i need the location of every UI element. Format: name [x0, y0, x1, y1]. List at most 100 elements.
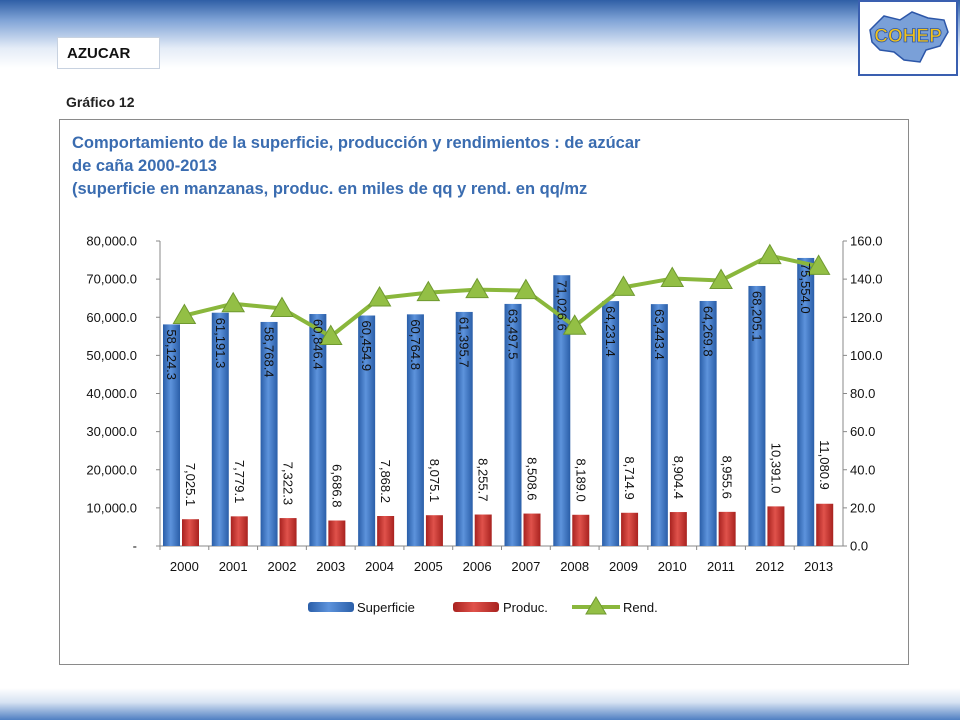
y-left-tick-label: 80,000.0 [86, 234, 137, 249]
bar-superficie [553, 275, 571, 546]
x-tick-label: 2004 [365, 559, 394, 574]
data-label-produc: 8,189.0 [573, 458, 588, 501]
y-right-tick-label: 100.0 [850, 348, 883, 363]
y-left-tick-label: 20,000.0 [86, 462, 137, 477]
x-tick-label: 2011 [707, 559, 735, 574]
bar-superficie [504, 303, 522, 546]
chart-title: Comportamiento de la superficie, producc… [72, 132, 772, 201]
bar-produc [816, 503, 834, 546]
x-tick-label: 2008 [560, 559, 589, 574]
bar-superficie [455, 311, 473, 546]
data-label-produc: 7,868.2 [378, 460, 393, 503]
legend-swatch-produc [453, 602, 499, 612]
chart-frame [59, 119, 909, 665]
marker-rend [416, 280, 441, 302]
data-label-produc: 10,391.0 [768, 443, 783, 494]
bar-superficie [260, 321, 278, 546]
x-tick-label: 2003 [316, 559, 345, 574]
chart-title-line-1: Comportamiento de la superficie, producc… [72, 134, 641, 152]
x-tick-label: 2009 [609, 559, 638, 574]
bar-produc [523, 513, 541, 546]
marker-rend [611, 275, 636, 296]
data-label-produc: 7,779.1 [232, 460, 247, 503]
bar-produc [377, 516, 395, 546]
data-label-produc: 11,080.9 [817, 440, 832, 490]
data-label-produc: 7,025.1 [183, 463, 198, 506]
line-rend [183, 253, 820, 339]
marker-rend [172, 303, 197, 325]
y-right-tick-label: 0.0 [850, 539, 868, 554]
data-label-superficie: 64,269.8 [701, 306, 716, 357]
data-label-produc: 8,075.1 [427, 459, 442, 502]
bar-superficie [211, 312, 229, 546]
marker-rend [757, 243, 782, 265]
data-label-superficie: 61,395.7 [457, 317, 472, 368]
marker-rend [514, 278, 538, 300]
x-tick-label: 2012 [755, 559, 784, 574]
x-tick-label: 2000 [170, 559, 199, 574]
data-label-produc: 8,904.4 [671, 456, 686, 499]
y-right-tick-label: 120.0 [850, 310, 883, 325]
bar-superficie [748, 285, 766, 546]
x-tick-label: 2002 [268, 559, 297, 574]
marker-rend [221, 291, 246, 313]
logo-text: COHEP [874, 26, 942, 47]
x-tick-label: 2007 [511, 559, 540, 574]
y-left-tick-label: - [133, 539, 137, 554]
data-label-produc: 8,508.6 [525, 457, 540, 500]
data-label-superficie: 60,846.4 [310, 319, 325, 370]
data-label-superficie: 71,026.6 [554, 280, 569, 331]
y-left-tick-label: 10,000.0 [86, 500, 137, 515]
marker-rend [709, 268, 733, 289]
y-right-tick-label: 140.0 [850, 272, 883, 287]
data-label-produc: 8,955.6 [720, 455, 735, 498]
data-label-produc: 6,686.8 [329, 464, 344, 507]
figure-label: Gráfico 12 [66, 94, 135, 110]
bar-superficie [699, 300, 717, 546]
section-label: AZUCAR [57, 37, 160, 69]
cohep-logo: COHEP [858, 0, 958, 76]
bar-produc [718, 511, 736, 546]
legend-marker-rend [585, 596, 607, 615]
bar-produc [621, 512, 639, 546]
data-label-superficie: 58,768.4 [262, 327, 277, 378]
y-left-tick-label: 50,000.0 [86, 348, 137, 363]
x-tick-label: 2001 [219, 559, 248, 574]
y-right-tick-label: 20.0 [850, 500, 875, 515]
x-tick-label: 2010 [658, 559, 687, 574]
data-label-superficie: 61,191.3 [213, 318, 228, 369]
data-label-superficie: 75,554.0 [798, 263, 813, 314]
y-right-tick-label: 40.0 [850, 462, 875, 477]
bar-superficie [602, 301, 620, 546]
marker-rend [562, 314, 587, 335]
bar-produc [279, 518, 297, 546]
data-label-superficie: 63,497.5 [506, 309, 521, 360]
y-right-tick-label: 80.0 [850, 386, 875, 401]
marker-rend [367, 285, 392, 307]
y-left-tick-label: 40,000.0 [86, 386, 137, 401]
data-label-superficie: 64,231.4 [603, 306, 618, 357]
marker-rend [270, 296, 294, 317]
bar-superficie [358, 315, 376, 546]
x-tick-label: 2013 [804, 559, 833, 574]
bar-produc [572, 514, 590, 546]
x-tick-label: 2005 [414, 559, 443, 574]
data-label-superficie: 60,454.9 [359, 321, 374, 372]
data-label-produc: 8,255.7 [476, 458, 491, 501]
data-label-superficie: 63,443.4 [652, 309, 667, 360]
marker-rend [318, 324, 343, 346]
bar-superficie [163, 324, 180, 546]
bar-produc [474, 514, 492, 546]
legend-label-rend: Rend. [623, 600, 658, 615]
y-left-tick-label: 70,000.0 [86, 272, 137, 287]
bar-superficie [406, 314, 424, 546]
marker-rend [465, 277, 489, 299]
legend-label-superficie: Superficie [357, 600, 415, 615]
y-left-tick-label: 60,000.0 [86, 310, 137, 325]
y-left-tick-label: 30,000.0 [86, 424, 137, 439]
bar-superficie [650, 304, 668, 546]
data-label-produc: 7,322.3 [281, 462, 296, 505]
data-label-superficie: 68,205.1 [749, 291, 764, 342]
chart-title-line-2: de caña 2000-2013 [72, 157, 217, 175]
